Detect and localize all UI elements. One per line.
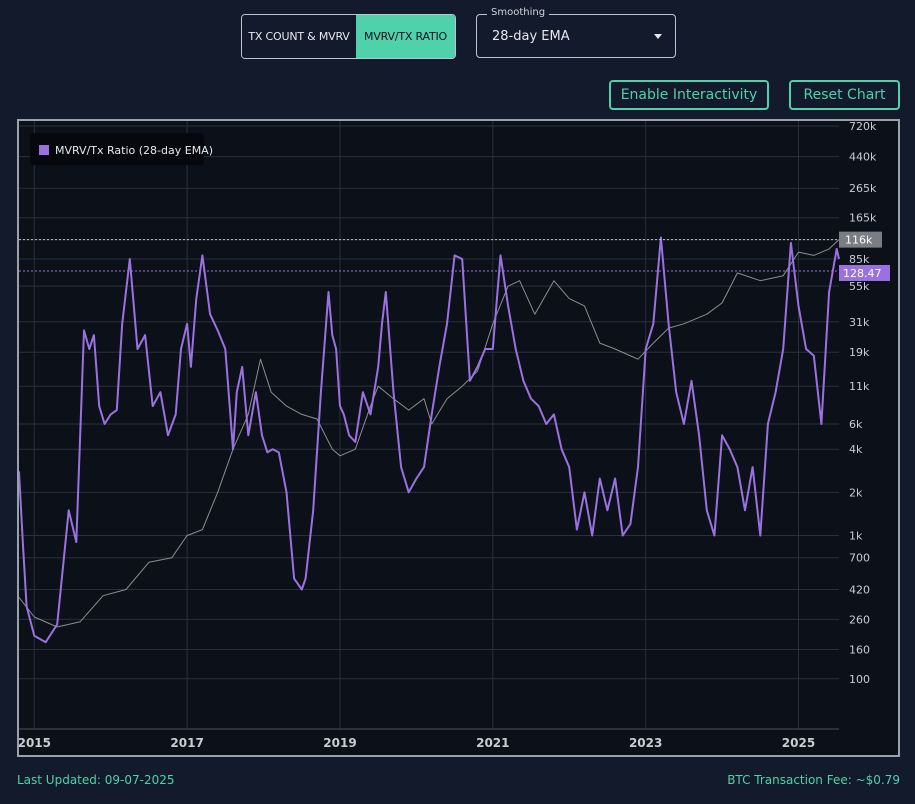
legend-box xyxy=(30,133,204,165)
legend-swatch xyxy=(39,145,49,155)
y-tick-label: 440k xyxy=(849,151,877,164)
x-tick-label: 2015 xyxy=(19,736,51,750)
x-tick-label: 2023 xyxy=(629,736,662,750)
y-tick-label: 265k xyxy=(849,182,877,195)
y-tick-label: 260 xyxy=(849,613,870,626)
y-tick-label: 100 xyxy=(849,673,870,686)
y-tick-label: 720k xyxy=(849,121,877,133)
y-tick-label: 160 xyxy=(849,644,870,657)
smoothing-select[interactable]: Smoothing 28-day EMA xyxy=(476,7,676,58)
chart: 720k 440k 265k 165k 116k 85k 55k 31k 19k 11k 6k 4k 2… xyxy=(19,121,890,750)
btc-fee: BTC Transaction Fee: ~$0.79 xyxy=(727,773,900,787)
ratio-last-badge xyxy=(839,264,890,281)
y-tick-label: 2k xyxy=(849,486,863,499)
last-updated: Last Updated: 09-07-2025 xyxy=(17,773,175,787)
y-tick-label: 165k xyxy=(849,212,877,225)
enable-interactivity-button[interactable]: Enable Interactivity xyxy=(609,80,769,110)
price-last-badge xyxy=(839,231,882,248)
view-toggle: TX COUNT & MVRV MVRV/TX RATIO xyxy=(241,14,456,59)
y-tick-label: 19k xyxy=(849,346,870,359)
smoothing-value: 28-day EMA xyxy=(492,29,570,44)
x-tick-label: 2021 xyxy=(476,736,509,750)
x-tick-label: 2019 xyxy=(323,736,356,750)
smoothing-label: Smoothing xyxy=(487,7,550,18)
tab-mvrv-tx-ratio[interactable]: MVRV/TX RATIO xyxy=(356,15,455,58)
y-tick-label: 55k xyxy=(849,280,870,293)
y-tick-label: 4k xyxy=(849,443,863,456)
x-tick-label: 2017 xyxy=(170,736,203,750)
price-last-value: 116k xyxy=(845,234,873,247)
y-tick-label: 85k xyxy=(849,253,870,266)
y-tick-label: 700 xyxy=(849,552,870,565)
chart-container: 720k 440k 265k 165k 116k 85k 55k 31k 19k 11k 6k 4k 2… xyxy=(17,119,900,757)
ratio-series-line xyxy=(19,236,840,644)
y-tick-label: 420 xyxy=(849,583,870,596)
y-tick-label: 6k xyxy=(849,418,863,431)
x-tick-label: 2025 xyxy=(782,736,815,750)
y-tick-label: 1k xyxy=(849,529,863,542)
ratio-last-value: 128.47 xyxy=(843,267,882,280)
legend-label: MVRV/Tx Ratio (28-day EMA) xyxy=(55,144,213,157)
reset-chart-button[interactable]: Reset Chart xyxy=(789,80,900,110)
chevron-down-icon xyxy=(654,34,662,39)
y-tick-label: 31k xyxy=(849,316,870,329)
price-series-line xyxy=(19,239,840,628)
y-tick-label: 11k xyxy=(849,380,870,393)
tab-tx-count-mvrv[interactable]: TX COUNT & MVRV xyxy=(242,15,356,58)
